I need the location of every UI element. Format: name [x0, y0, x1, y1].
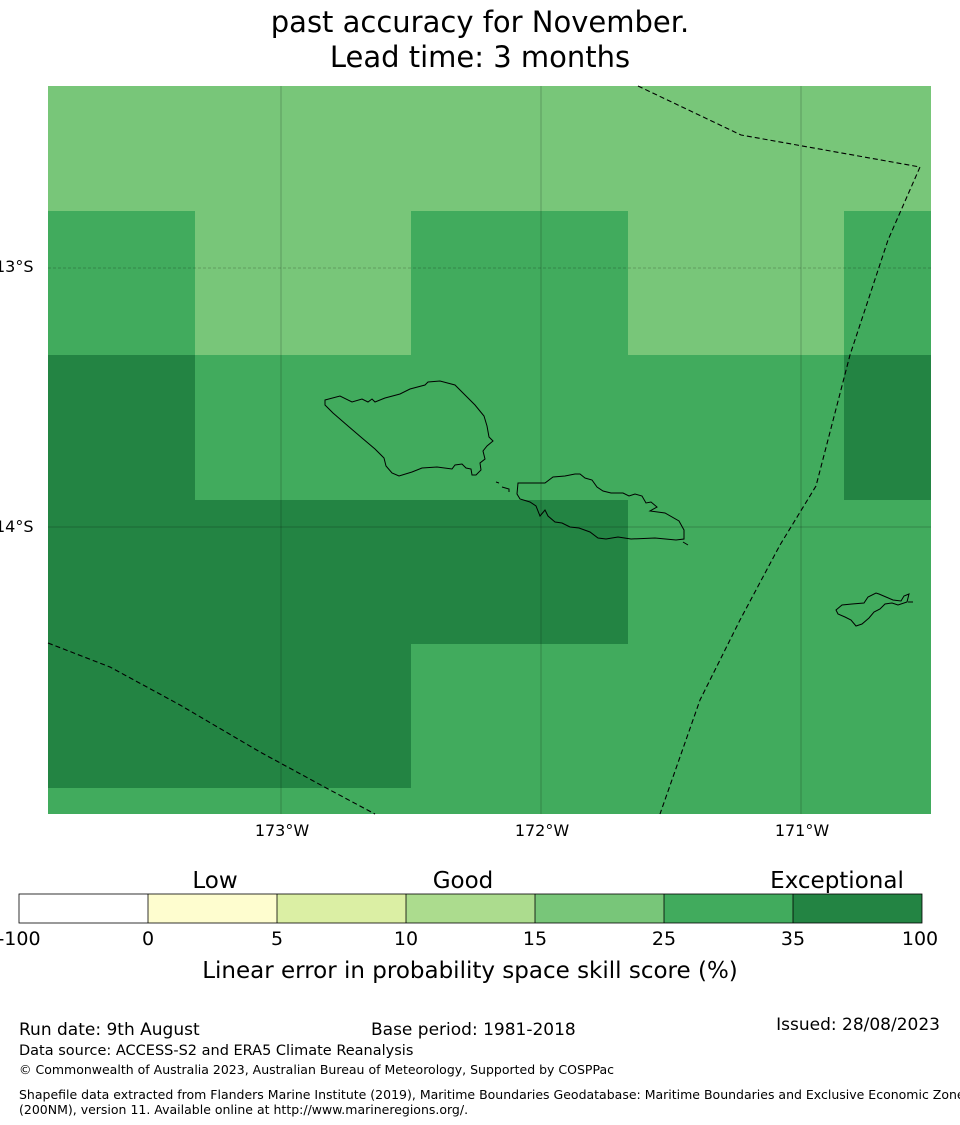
shapefile-credit-line-1: Shapefile data extracted from Flanders M… [19, 1087, 960, 1102]
colorbar-swatch [793, 894, 922, 923]
colorbar-swatch [664, 894, 793, 923]
grid-cell [195, 355, 844, 500]
colorbar-outline [18, 893, 923, 924]
colorbar-swatch [406, 894, 535, 923]
island-savaii [324, 380, 494, 477]
lon-label-172w: 172°W [514, 821, 570, 840]
islet-manono [501, 486, 510, 492]
skill-grid [48, 86, 931, 814]
eez-boundary-southwest [47, 642, 376, 815]
grid-cell [48, 788, 931, 814]
colorbar-swatch [277, 894, 406, 923]
coastlines [324, 380, 913, 627]
island-tutuila [835, 592, 910, 627]
colorbar-category-exceptional: Exceptional [770, 868, 904, 894]
run-date: Run date: 9th August [19, 1020, 200, 1040]
colorbar-tick: 0 [141, 928, 155, 950]
grid-cell [195, 211, 411, 355]
grid-cell [628, 211, 844, 355]
shapefile-credit-line-2: (200NM), version 11. Available online at… [19, 1102, 469, 1117]
graticule [48, 86, 931, 814]
colorbar-category-good: Good [432, 868, 494, 894]
grid-cell [48, 355, 195, 500]
map-title-line-2: Lead time: 3 months [329, 40, 631, 74]
lat-label-14s: 14°S [0, 517, 34, 536]
lat-label-13s: 13°S [0, 257, 34, 276]
colorbar-swatch [148, 894, 277, 923]
islet-nuutele [682, 541, 689, 546]
colorbar-tick: 100 [901, 928, 939, 950]
colorbar-swatch [535, 894, 664, 923]
grid-cell [48, 644, 411, 788]
grid-cell [411, 211, 628, 355]
skill-map [47, 85, 931, 815]
data-source: Data source: ACCESS-S2 and ERA5 Climate … [19, 1043, 414, 1059]
colorbar-tick: -100 [0, 928, 41, 950]
grid-cell [48, 211, 195, 355]
island-upolu [516, 473, 685, 541]
eez-boundaries [47, 85, 921, 815]
colorbar-tick: 5 [270, 928, 284, 950]
grid-cell [411, 644, 931, 788]
grid-cell [844, 211, 931, 355]
colorbar-category-low: Low [192, 868, 238, 894]
grid-cell [844, 355, 931, 500]
issued-date: Issued: 28/08/2023 [776, 1015, 940, 1035]
lon-label-171w: 171°W [774, 821, 830, 840]
grid-cell [48, 500, 628, 644]
base-period: Base period: 1981-2018 [371, 1020, 576, 1040]
copyright: © Commonwealth of Australia 2023, Austra… [19, 1062, 614, 1077]
colorbar-tick: 25 [651, 928, 677, 950]
colorbar-tick: 35 [780, 928, 806, 950]
map-title-line-1: past accuracy for November. [270, 5, 690, 39]
colorbar-title: Linear error in probability space skill … [202, 958, 738, 984]
eez-boundary-north [637, 85, 921, 815]
grid-band-top [48, 86, 931, 211]
lon-label-173w: 173°W [254, 821, 310, 840]
grid-cell [628, 500, 931, 644]
colorbar [18, 893, 923, 924]
colorbar-tick: 10 [393, 928, 419, 950]
colorbar-swatch [19, 894, 148, 923]
colorbar-tick: 15 [522, 928, 548, 950]
islet-apolima [495, 481, 500, 484]
